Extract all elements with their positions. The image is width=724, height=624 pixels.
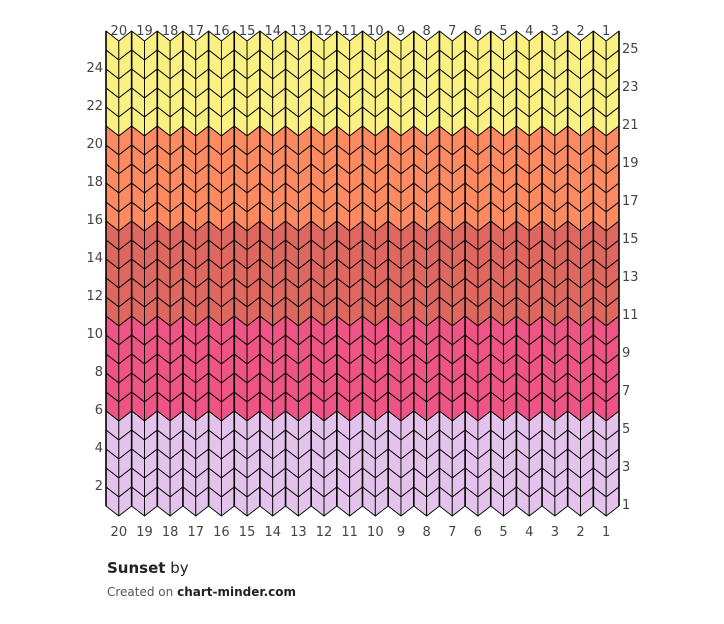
row-label-right: 25 xyxy=(622,42,639,57)
row-label-left: 4 xyxy=(95,441,103,456)
row-label-left: 8 xyxy=(95,365,103,380)
column-label-top: 3 xyxy=(551,24,559,39)
created-on-text: Created on xyxy=(107,585,174,599)
row-label-right: 3 xyxy=(622,460,630,475)
site-link[interactable]: chart-minder.com xyxy=(177,585,296,599)
column-label-bottom: 10 xyxy=(367,525,384,540)
pattern-title: Sunset xyxy=(107,559,166,577)
row-label-left: 6 xyxy=(95,403,103,418)
row-label-right: 11 xyxy=(622,308,639,323)
column-label-top: 2 xyxy=(576,24,584,39)
column-label-top: 12 xyxy=(316,24,333,39)
column-label-top: 5 xyxy=(499,24,507,39)
pattern-by-text: by xyxy=(170,559,189,577)
column-label-top: 19 xyxy=(136,24,153,39)
column-label-top: 10 xyxy=(367,24,384,39)
credit-line: Created on chart-minder.com xyxy=(107,584,707,600)
column-label-top: 4 xyxy=(525,24,533,39)
knitting-chart: 20 19 18 17 16 15 14 13 12 11 10 9 8 7 6 5 4 3 2 1 20 19 18 17… xyxy=(86,24,639,540)
column-label-bottom: 3 xyxy=(551,525,559,540)
column-label-top: 11 xyxy=(341,24,358,39)
column-label-top: 9 xyxy=(397,24,405,39)
column-label-top: 1 xyxy=(602,24,610,39)
row-label-left: 10 xyxy=(86,327,103,342)
pattern-footer: Sunset by Created on chart-minder.com xyxy=(107,558,707,600)
row-label-right: 17 xyxy=(622,194,639,209)
pattern-title-line: Sunset by xyxy=(107,558,707,578)
column-label-bottom: 13 xyxy=(290,525,307,540)
row-label-right: 15 xyxy=(622,232,639,247)
bottom-column-labels: 20 19 18 17 16 15 14 13 12 11 10 9 8 7 6 5 4 3 2 1 xyxy=(111,525,611,540)
column-label-top: 8 xyxy=(422,24,430,39)
row-label-right: 23 xyxy=(622,80,639,95)
row-label-left: 2 xyxy=(95,479,103,494)
column-label-bottom: 12 xyxy=(316,525,333,540)
column-label-bottom: 20 xyxy=(111,525,128,540)
row-label-right: 7 xyxy=(622,384,630,399)
column-label-bottom: 4 xyxy=(525,525,533,540)
column-label-top: 18 xyxy=(162,24,179,39)
column-label-bottom: 9 xyxy=(397,525,405,540)
row-label-left: 16 xyxy=(86,213,103,228)
column-label-top: 13 xyxy=(290,24,307,39)
column-label-bottom: 11 xyxy=(341,525,358,540)
row-label-right: 1 xyxy=(622,498,630,513)
row-label-right: 13 xyxy=(622,270,639,285)
column-label-bottom: 19 xyxy=(136,525,153,540)
row-label-left: 24 xyxy=(86,61,103,76)
column-label-bottom: 14 xyxy=(264,525,281,540)
column-label-bottom: 1 xyxy=(602,525,610,540)
row-label-left: 22 xyxy=(86,99,103,114)
column-label-top: 6 xyxy=(474,24,482,39)
column-label-bottom: 18 xyxy=(162,525,179,540)
row-label-right: 21 xyxy=(622,118,639,133)
column-label-top: 14 xyxy=(264,24,281,39)
column-label-top: 20 xyxy=(111,24,128,39)
top-column-labels: 20 19 18 17 16 15 14 13 12 11 10 9 8 7 6 5 4 3 2 1 xyxy=(111,24,611,39)
row-label-right: 9 xyxy=(622,346,630,361)
column-label-bottom: 17 xyxy=(188,525,205,540)
column-dividers xyxy=(105,31,620,506)
column-label-bottom: 16 xyxy=(213,525,230,540)
column-label-top: 17 xyxy=(188,24,205,39)
row-label-right: 19 xyxy=(622,156,639,171)
row-label-left: 20 xyxy=(86,137,103,152)
column-label-bottom: 5 xyxy=(499,525,507,540)
row-label-left: 18 xyxy=(86,175,103,190)
row-label-left: 12 xyxy=(86,289,103,304)
column-label-bottom: 7 xyxy=(448,525,456,540)
column-label-bottom: 8 xyxy=(422,525,430,540)
row-label-left: 14 xyxy=(86,251,103,266)
column-label-bottom: 6 xyxy=(474,525,482,540)
column-label-top: 15 xyxy=(239,24,256,39)
column-label-bottom: 15 xyxy=(239,525,256,540)
column-label-top: 7 xyxy=(448,24,456,39)
column-label-bottom: 2 xyxy=(576,525,584,540)
chart-svg: 20 19 18 17 16 15 14 13 12 11 10 9 8 7 6 5 4 3 2 1 20 19 18 17… xyxy=(86,24,639,540)
column-label-top: 16 xyxy=(213,24,230,39)
row-label-right: 5 xyxy=(622,422,630,437)
